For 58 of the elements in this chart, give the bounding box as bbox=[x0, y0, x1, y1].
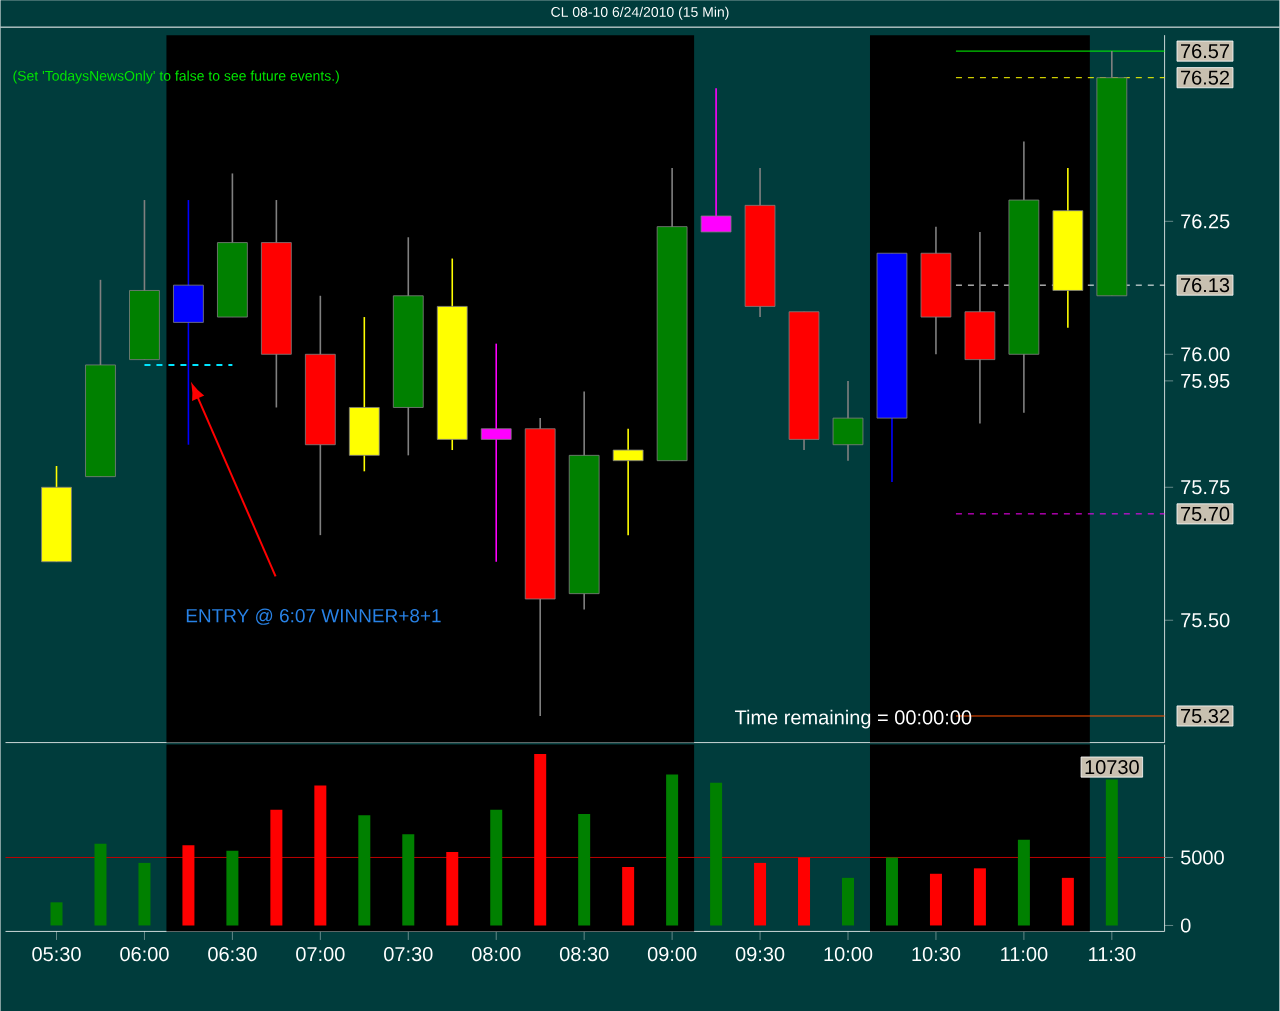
bar bbox=[666, 774, 679, 926]
candlestick bbox=[612, 427, 644, 536]
annotation: (Set 'TodaysNewsOnly' to false to see future events.) bbox=[13, 70, 339, 84]
ref-line-label: 76.57 bbox=[1181, 43, 1229, 58]
ref-line-label: 76.13 bbox=[1181, 277, 1230, 293]
bar bbox=[842, 877, 854, 926]
x-tick-label: 07:00 bbox=[296, 946, 345, 961]
bar bbox=[754, 862, 767, 926]
bar bbox=[973, 868, 986, 926]
chart-title: CL 08-10 6/24/2010 (15 Min) bbox=[551, 6, 729, 20]
x-tick-label: 09:30 bbox=[735, 946, 785, 961]
x-tick-label: 08:30 bbox=[559, 946, 609, 961]
x-tick-label: 05:30 bbox=[32, 946, 81, 961]
ref-line-label: 75.32 bbox=[1181, 708, 1229, 723]
x-tick-label: 06:30 bbox=[208, 946, 257, 961]
bar bbox=[402, 834, 415, 926]
y-tick-label: 0 bbox=[1180, 918, 1191, 933]
x-tick-label: 11:00 bbox=[1001, 946, 1048, 961]
annotation: Time remaining = 00:00:00 bbox=[734, 709, 972, 729]
y-tick-label: 75.75 bbox=[1181, 480, 1230, 495]
annotation: ENTRY @ 6:07 WINNER+8+1 bbox=[186, 608, 441, 625]
x-tick-label: 10:00 bbox=[824, 946, 873, 961]
x-tick-label: 08:00 bbox=[472, 946, 521, 961]
candlestick bbox=[480, 342, 512, 563]
x-tick-label: 09:00 bbox=[647, 946, 697, 961]
bar bbox=[270, 809, 283, 926]
bar bbox=[1061, 877, 1074, 926]
bar bbox=[929, 873, 942, 926]
bar bbox=[798, 857, 811, 926]
ref-line-label: 76.52 bbox=[1181, 70, 1229, 85]
bar bbox=[314, 785, 327, 926]
ref-line-label: 75.70 bbox=[1181, 506, 1230, 521]
y-tick-label: 75.95 bbox=[1181, 373, 1230, 388]
bar bbox=[1017, 839, 1030, 926]
y-tick-label: 76.25 bbox=[1181, 214, 1230, 229]
bar bbox=[182, 845, 195, 926]
x-tick-label: 07:30 bbox=[384, 946, 433, 961]
bar bbox=[226, 850, 239, 926]
bar bbox=[710, 782, 723, 926]
bar bbox=[490, 809, 503, 926]
bar bbox=[578, 813, 591, 926]
bar bbox=[358, 815, 371, 926]
data-label: 10730 bbox=[1085, 759, 1139, 774]
bar bbox=[622, 866, 635, 926]
bar bbox=[534, 753, 547, 926]
bar bbox=[885, 857, 898, 926]
x-tick-label: 10:30 bbox=[912, 946, 961, 961]
bar bbox=[446, 851, 459, 926]
y-tick-label: 76.00 bbox=[1181, 347, 1230, 362]
candlestick bbox=[700, 87, 732, 233]
x-tick-label: 06:00 bbox=[120, 946, 169, 961]
x-tick-label: 11:30 bbox=[1089, 946, 1136, 961]
bar bbox=[1105, 779, 1118, 926]
y-tick-label: 5000 bbox=[1181, 850, 1224, 865]
y-tick-label: 75.50 bbox=[1181, 612, 1230, 628]
bar bbox=[138, 862, 151, 926]
bar bbox=[50, 902, 63, 926]
bar bbox=[94, 843, 107, 926]
